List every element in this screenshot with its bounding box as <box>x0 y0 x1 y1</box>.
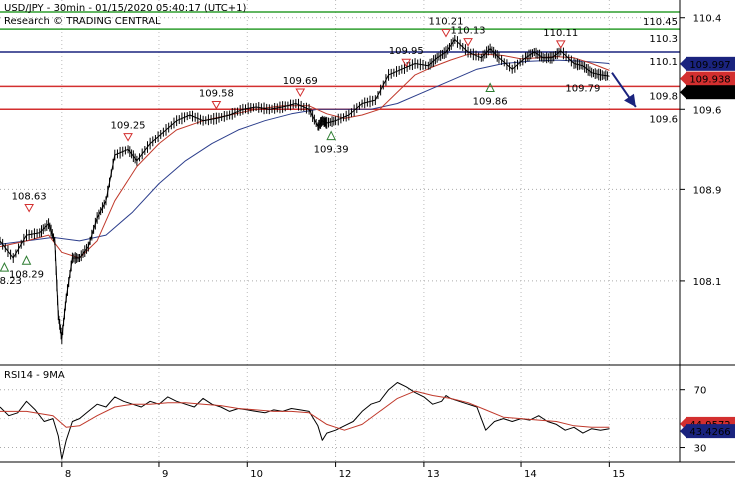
chart-subtitle: Research © TRADING CENTRAL <box>4 16 161 27</box>
chart-title: USD/JPY - 30min - 01/15/2020 05:40:17 (U… <box>4 3 246 14</box>
trough-marker-icon <box>326 130 336 141</box>
peak-label: 110.11 <box>543 28 578 39</box>
peak-marker-icon <box>441 28 451 38</box>
trough-marker-icon <box>21 255 32 265</box>
price-badge-label: 109.889 <box>689 88 730 99</box>
rsi-badge <box>686 424 735 439</box>
peak-label: 109.69 <box>283 76 318 87</box>
price-badge-label: 109.997 <box>689 60 730 71</box>
trough-label: 109.39 <box>314 145 349 156</box>
level-label-resistance: 110.45 <box>643 17 678 28</box>
trough-marker-icon <box>0 262 10 272</box>
peak-label: 110.21 <box>428 16 463 27</box>
main-y-tick-label: 108.1 <box>693 277 722 288</box>
peak-marker-icon <box>463 38 473 47</box>
price-badge <box>686 85 735 100</box>
peak-marker-icon <box>123 133 133 142</box>
level-label-support: 109.6 <box>649 114 678 125</box>
rsi-badge-label: 43.4266 <box>689 427 730 438</box>
peak-label: 109.25 <box>111 121 146 132</box>
price-line <box>0 39 610 339</box>
x-tick-label: 14 <box>524 469 537 480</box>
fast-ma-line <box>0 53 610 259</box>
rsi-line <box>0 382 610 460</box>
trough-label: 108.29 <box>9 269 44 280</box>
rsi-badge-pointer <box>680 425 686 438</box>
trough-label: 109.86 <box>473 97 508 108</box>
level-annotation-label: 109.79 <box>565 84 600 95</box>
x-tick-label: 9 <box>162 469 168 480</box>
peak-marker-icon <box>401 58 412 68</box>
x-tick-label: 10 <box>250 469 263 480</box>
trough-label: 108.23 <box>0 276 22 287</box>
projection-arrow-head <box>624 93 636 107</box>
price-badge-pointer <box>680 57 686 70</box>
price-badge <box>686 56 735 71</box>
price-badge-label: 109.938 <box>689 75 730 86</box>
x-tick-label: 8 <box>65 469 71 480</box>
trough-marker-icon <box>485 82 495 93</box>
peak-marker-icon <box>555 40 566 49</box>
rsi-panel-title: RSI14 - 9MA <box>4 370 65 381</box>
peak-label: 109.58 <box>199 89 234 100</box>
rsi-y-tick-label: 70 <box>694 386 707 397</box>
main-y-tick-label: 109.6 <box>693 105 722 116</box>
level-label-resistance: 110.3 <box>649 34 678 45</box>
peak-label: 109.95 <box>389 46 424 57</box>
level-label-pivot: 110.1 <box>649 57 678 68</box>
peak-label: 108.63 <box>12 192 47 203</box>
x-tick-label: 12 <box>339 469 352 480</box>
x-tick-label: 15 <box>612 469 625 480</box>
x-tick-label: 13 <box>427 469 440 480</box>
price-badge-pointer <box>680 86 686 99</box>
main-y-tick-label: 108.9 <box>693 185 722 196</box>
rsi-ma-line <box>0 390 610 431</box>
rsi-y-tick-label: 30 <box>694 444 707 455</box>
level-label-support: 109.8 <box>649 91 678 102</box>
peak-marker-icon <box>24 204 35 213</box>
peak-marker-icon <box>211 101 222 110</box>
price-badge-pointer <box>680 72 686 85</box>
slow-ma-line <box>0 59 610 245</box>
peak-label: 110.13 <box>451 26 486 37</box>
peak-marker-icon <box>295 88 306 97</box>
price-badge <box>686 71 735 86</box>
main-y-tick-label: 110.4 <box>693 14 722 25</box>
